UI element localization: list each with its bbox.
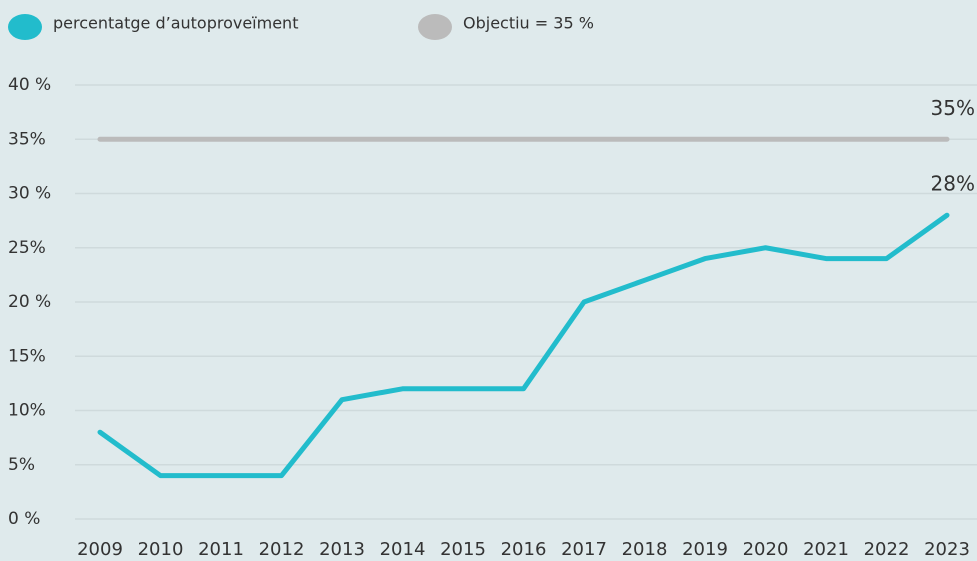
legend-label: Objectiu = 35 %	[463, 14, 594, 33]
y-tick-label: 20 %	[8, 292, 51, 312]
legend-swatch	[8, 14, 42, 40]
x-tick-label: 2017	[561, 539, 607, 560]
y-tick-label: 0 %	[8, 509, 40, 529]
y-tick-label: 40 %	[8, 75, 51, 95]
value-label: 28%	[931, 172, 975, 196]
legend-label: percentatge d’autoproveïment	[53, 14, 298, 33]
y-tick-label: 35%	[8, 129, 46, 149]
y-tick-label: 30 %	[8, 184, 51, 204]
x-tick-label: 2009	[77, 539, 123, 560]
x-tick-label: 2013	[319, 539, 365, 560]
y-tick-label: 15%	[8, 346, 46, 366]
x-tick-label: 2016	[501, 539, 547, 560]
x-tick-label: 2019	[682, 539, 728, 560]
y-tick-label: 10%	[8, 401, 46, 421]
x-tick-label: 2023	[924, 539, 970, 560]
x-tick-label: 2014	[380, 539, 426, 560]
x-tick-label: 2010	[138, 539, 184, 560]
y-tick-label: 5%	[8, 455, 35, 475]
value-label: 35%	[931, 96, 975, 120]
x-tick-label: 2011	[198, 539, 244, 560]
x-tick-label: 2022	[864, 539, 910, 560]
y-tick-label: 25%	[8, 238, 46, 258]
legend-swatch	[418, 14, 452, 40]
x-tick-label: 2020	[743, 539, 789, 560]
x-tick-label: 2015	[440, 539, 486, 560]
line	[97, 212, 950, 479]
x-tick-label: 2018	[622, 539, 668, 560]
x-tick-label: 2021	[803, 539, 849, 560]
x-tick-label: 2012	[259, 539, 305, 560]
